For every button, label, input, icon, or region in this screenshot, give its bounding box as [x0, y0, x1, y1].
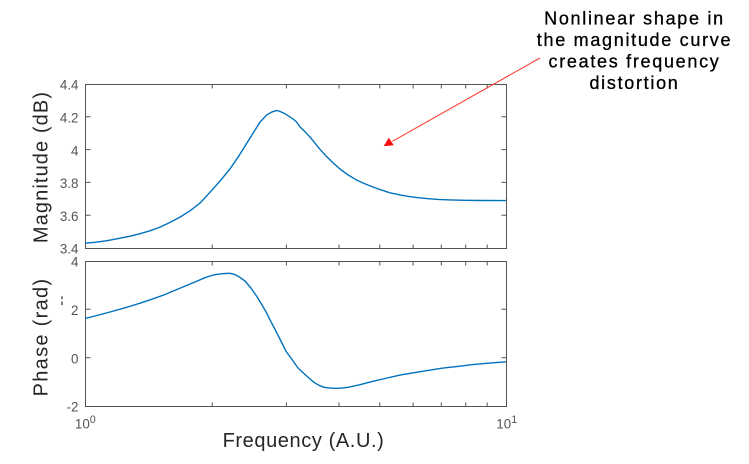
svg-text:10: 10 [75, 417, 90, 432]
svg-text:-2: -2 [67, 400, 79, 415]
svg-text:3.6: 3.6 [60, 209, 79, 224]
svg-text:1: 1 [511, 414, 517, 426]
svg-text:3.8: 3.8 [60, 176, 79, 191]
svg-text:distortion: distortion [589, 73, 679, 93]
svg-text:the magnitude curve: the magnitude curve [537, 30, 732, 50]
svg-text:Phase (rad): Phase (rad) [31, 278, 53, 397]
svg-text:Magnitude (dB): Magnitude (dB) [31, 91, 53, 243]
svg-text:Frequency (A.U.): Frequency (A.U.) [223, 430, 385, 452]
svg-text:4: 4 [71, 143, 79, 158]
svg-text:3.4: 3.4 [60, 242, 79, 257]
svg-text:4.2: 4.2 [60, 111, 79, 126]
svg-text:2: 2 [71, 303, 78, 318]
svg-text:4: 4 [71, 255, 79, 270]
svg-text:0: 0 [71, 351, 78, 366]
svg-text:10: 10 [496, 417, 511, 432]
svg-text:creates frequency: creates frequency [549, 52, 721, 72]
svg-text:4.4: 4.4 [60, 78, 79, 93]
svg-text:Nonlinear shape in: Nonlinear shape in [544, 9, 725, 29]
svg-text:0: 0 [90, 414, 96, 426]
